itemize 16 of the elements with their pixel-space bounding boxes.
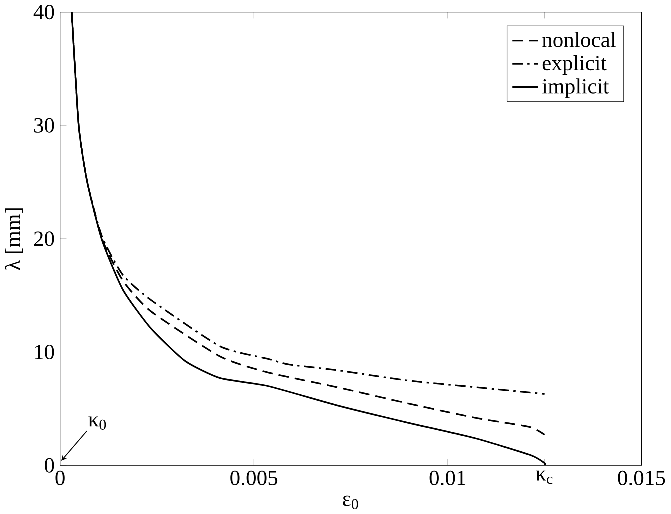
y-tick-label: 20: [34, 231, 54, 246]
x-tick-label: 0.01: [430, 470, 466, 486]
legend-label: explicit: [542, 55, 607, 75]
y-tick-label: 40: [34, 4, 54, 20]
y-axis-title: λ [mm]: [5, 208, 24, 270]
y-tick-label: 10: [35, 344, 54, 360]
legend-label: nonlocal: [542, 32, 616, 48]
x-axis-title: ε$_{0}$: [343, 496, 358, 510]
legend-label: implicit: [542, 78, 610, 98]
x-tick-label: 0.005: [230, 470, 278, 486]
y-tick-label: 0: [45, 458, 54, 473]
annotation: κ$_{0}$: [88, 416, 106, 430]
y-tick-label: 30: [34, 118, 54, 133]
x-tick-label: 0: [56, 470, 65, 486]
x-tick-label: κ$_{c}$: [536, 470, 553, 484]
x-tick-label: 0.015: [618, 470, 666, 486]
